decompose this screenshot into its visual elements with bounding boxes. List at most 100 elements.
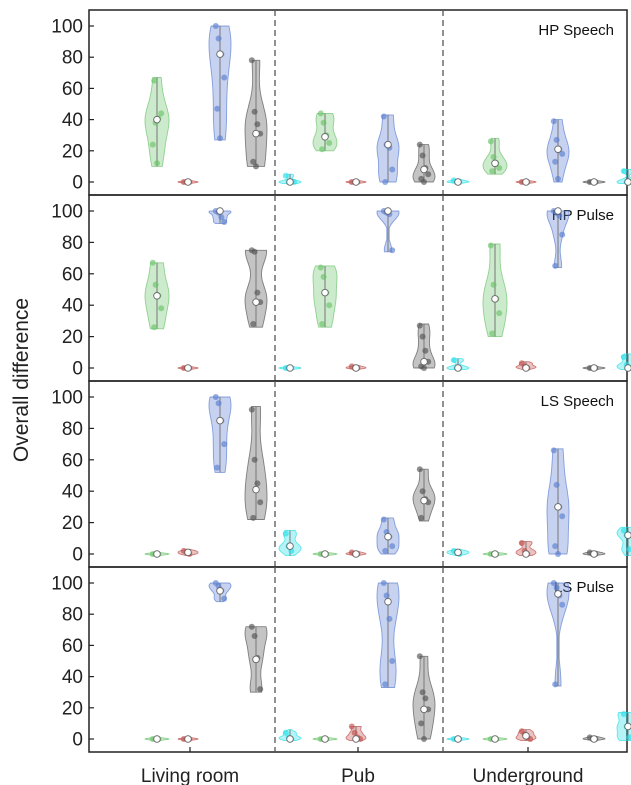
data-point — [490, 154, 497, 160]
data-point — [320, 273, 327, 280]
data-point — [496, 310, 503, 317]
median-marker — [454, 178, 462, 186]
data-point — [326, 140, 333, 146]
data-point — [550, 447, 557, 454]
data-point — [348, 723, 355, 730]
violin-living-room-1 — [144, 735, 170, 743]
violin-underground-1 — [482, 550, 508, 558]
data-point — [151, 324, 158, 331]
median-marker — [522, 364, 530, 372]
data-point — [559, 231, 566, 238]
violin-pub-4 — [412, 141, 436, 185]
median-marker — [352, 550, 360, 558]
data-point — [221, 219, 228, 225]
data-point — [422, 695, 429, 702]
data-point — [251, 108, 258, 115]
data-point — [389, 247, 396, 254]
data-point — [489, 330, 496, 337]
y-tick-label: 40 — [62, 110, 83, 131]
violin-pub-3 — [376, 207, 400, 254]
median-marker — [590, 735, 598, 743]
y-tick-label: 100 — [51, 574, 83, 595]
violin-underground-4 — [582, 364, 606, 372]
y-tick-label: 0 — [72, 359, 83, 380]
data-point — [550, 580, 557, 586]
median-marker — [216, 50, 224, 58]
median-marker — [153, 115, 161, 124]
data-point — [487, 242, 494, 249]
violin-living-room-2 — [177, 178, 199, 186]
median-marker — [252, 129, 260, 138]
data-point — [351, 729, 358, 736]
data-point — [221, 74, 228, 81]
violin-pub-1 — [312, 110, 338, 153]
median-marker — [522, 732, 530, 740]
violin-living-room-3 — [208, 23, 232, 142]
median-marker — [286, 178, 294, 186]
data-point — [251, 248, 258, 255]
data-point — [620, 354, 627, 360]
data-point — [559, 150, 566, 157]
median-marker — [454, 735, 462, 743]
y-tick-label: 0 — [72, 173, 83, 194]
data-point — [158, 110, 165, 117]
data-point — [550, 118, 557, 125]
y-tick-label: 80 — [62, 48, 83, 69]
data-point — [490, 281, 497, 288]
median-marker — [216, 416, 224, 425]
median-marker — [420, 357, 428, 366]
data-point — [254, 121, 261, 128]
data-point — [553, 136, 560, 143]
median-marker — [590, 364, 598, 372]
data-point — [212, 23, 219, 29]
y-tick-label: 20 — [62, 141, 83, 162]
violin-pub-2 — [345, 363, 367, 372]
violin-pub-3 — [376, 580, 400, 688]
median-marker — [491, 295, 499, 303]
violin-pub-4 — [412, 466, 436, 522]
panel-title: LS Speech — [541, 393, 614, 410]
median-marker — [153, 292, 161, 300]
violin-pub-1 — [312, 550, 338, 558]
data-point — [620, 527, 627, 534]
x-tick-label-living-room: Living room — [141, 766, 239, 785]
violin-living-room-4 — [244, 57, 268, 170]
data-point — [555, 551, 561, 557]
data-point — [555, 175, 561, 182]
y-tick-label: 20 — [62, 698, 83, 719]
violin-living-room-5 — [278, 530, 302, 557]
median-marker — [286, 364, 294, 372]
violin-living-room-5 — [278, 172, 302, 186]
data-point — [389, 543, 396, 550]
median-marker — [554, 590, 562, 598]
median-marker — [624, 364, 631, 372]
violin-living-room-4 — [244, 405, 268, 521]
data-point — [559, 601, 566, 608]
median-marker — [384, 532, 392, 541]
data-point — [487, 138, 494, 145]
data-point — [215, 35, 222, 42]
violin-living-room-1 — [144, 550, 170, 558]
y-tick-label: 100 — [51, 202, 83, 223]
data-point — [416, 466, 423, 473]
violin-living-room-3 — [208, 394, 232, 473]
violin-underground-5 — [616, 711, 631, 742]
median-marker — [216, 587, 224, 595]
median-marker — [624, 178, 631, 186]
violin-living-room-4 — [244, 247, 268, 328]
median-marker — [454, 548, 462, 557]
median-marker — [321, 550, 329, 558]
median-marker — [153, 735, 161, 743]
y-tick-label: 60 — [62, 79, 83, 100]
y-tick-label: 20 — [62, 327, 83, 348]
violin-living-room-1 — [144, 259, 170, 331]
panel-3: 0 20 40 60 80 100 LS Speech — [51, 380, 631, 568]
data-point — [282, 530, 289, 537]
data-point — [149, 141, 156, 148]
median-marker — [420, 496, 428, 505]
violin-underground-1 — [482, 735, 508, 743]
median-marker — [184, 735, 192, 743]
data-point — [418, 720, 425, 727]
